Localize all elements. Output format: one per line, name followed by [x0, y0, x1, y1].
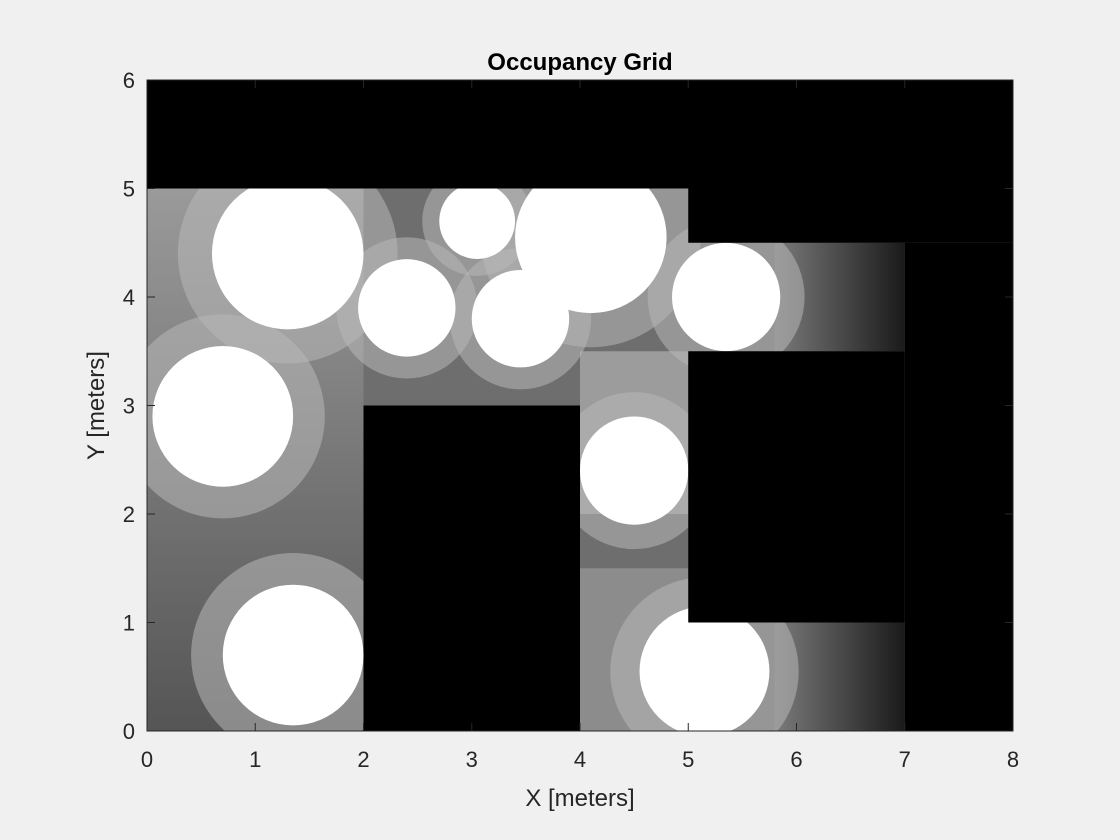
free-circle-2: [222, 584, 364, 726]
y-tick-label: 5: [123, 177, 135, 202]
free-circle-9: [639, 606, 770, 731]
chart-title: Occupancy Grid: [487, 49, 672, 76]
free-circle-6: [515, 161, 667, 314]
x-tick-label: 4: [574, 747, 586, 772]
x-tick-label: 3: [466, 747, 478, 772]
x-tick-label: 2: [357, 747, 369, 772]
y-tick-label: 3: [123, 394, 135, 419]
free-circle-1: [152, 345, 294, 487]
y-tick-label: 1: [123, 611, 135, 636]
occupied-region-3: [688, 351, 905, 623]
x-tick-label: 8: [1007, 747, 1019, 772]
occupied-region-2: [904, 242, 1013, 731]
x-axis-label: X [meters]: [525, 785, 634, 812]
occupied-region-4: [363, 405, 580, 731]
x-tick-label: 1: [249, 747, 261, 772]
occupied-region-0: [147, 80, 1013, 189]
x-tick-label: 0: [141, 747, 153, 772]
free-circle-4: [439, 183, 516, 259]
free-circle-3: [358, 259, 456, 357]
free-circle-8: [672, 242, 781, 352]
y-tick-label: 6: [123, 68, 135, 93]
y-tick-label: 4: [123, 285, 135, 310]
occupied-region-1: [688, 188, 1013, 243]
y-axis-label: Y [meters]: [83, 351, 110, 460]
x-tick-label: 5: [682, 747, 694, 772]
free-circle-7: [580, 416, 689, 525]
y-tick-label: 2: [123, 502, 135, 527]
axis-ticks: 0 1 2 3 4 5 6 7 8 0 1 2 3 4 5 6: [123, 68, 1019, 772]
x-tick-label: 7: [899, 747, 911, 772]
free-circle-0: [211, 177, 364, 330]
occupancy-grid-image: [147, 80, 1013, 731]
y-tick-label: 0: [123, 719, 135, 744]
x-tick-label: 6: [790, 747, 802, 772]
